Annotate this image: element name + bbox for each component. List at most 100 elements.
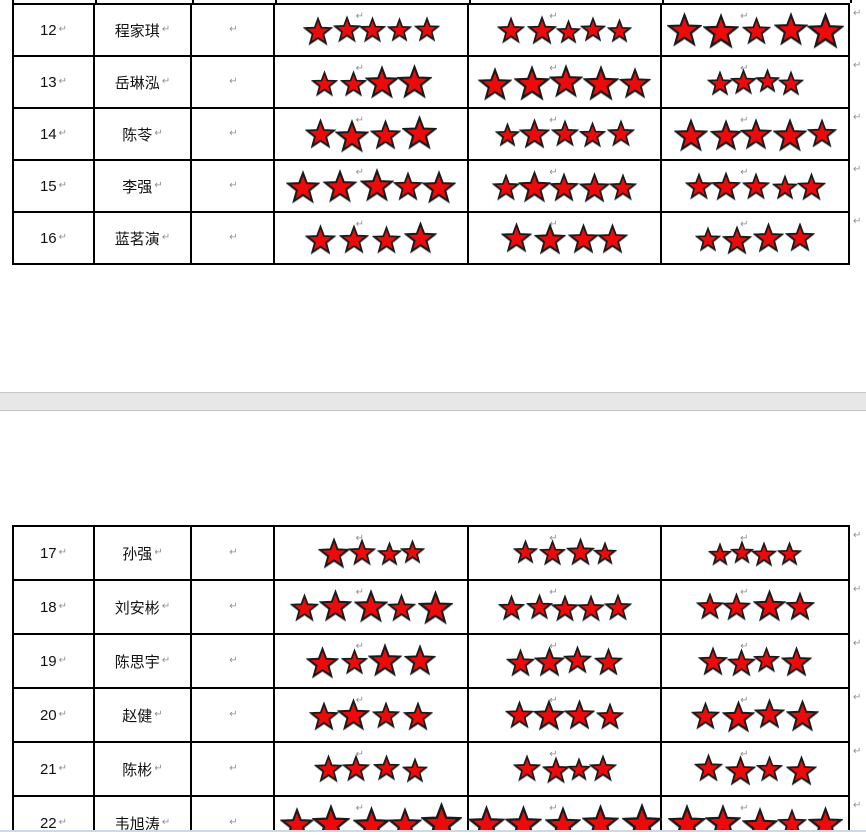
star-icon — [709, 118, 742, 151]
row-number: 17 — [39, 544, 57, 562]
cell-blank[interactable]: ↵ — [192, 161, 275, 213]
cell-name[interactable]: 蓝茗演 ↵ — [95, 213, 192, 265]
cell-number[interactable]: 16 ↵ — [14, 213, 95, 265]
cell-rating-3[interactable]: ↵ — [662, 527, 850, 581]
cell-number[interactable]: 14 ↵ — [14, 109, 95, 161]
paragraph-mark-icon: ↵ — [355, 695, 365, 706]
cell-rating-1[interactable]: ↵ — [275, 689, 469, 743]
cell-rating-2[interactable]: ↵ — [469, 109, 662, 161]
star-icon — [724, 754, 756, 786]
cell-blank[interactable]: ↵ — [192, 5, 275, 57]
star-icon — [563, 645, 592, 674]
table-row: 16 ↵ 蓝茗演 ↵ ↵ ↵ ↵ ↵ — [14, 213, 850, 265]
paragraph-mark-icon: ↵ — [740, 641, 749, 652]
cell-blank[interactable]: ↵ — [192, 109, 275, 161]
star-icon — [565, 537, 595, 566]
cell-blank[interactable]: ↵ — [192, 213, 275, 265]
star-icon — [753, 646, 780, 673]
cell-blank[interactable]: ↵ — [192, 743, 275, 797]
cell-number[interactable]: 20 ↵ — [14, 689, 95, 743]
star-rating — [662, 797, 848, 830]
cell-blank[interactable]: ↵ — [192, 581, 275, 635]
star-icon — [512, 539, 538, 564]
cell-number[interactable]: 12 ↵ — [14, 5, 95, 57]
cell-rating-2[interactable]: ↵ — [469, 5, 662, 57]
cell-name[interactable]: 刘安彬 ↵ — [95, 581, 192, 635]
cell-rating-2[interactable]: ↵ — [469, 161, 662, 213]
cell-number[interactable]: 13 ↵ — [14, 57, 95, 109]
cell-rating-2[interactable]: ↵ — [469, 213, 662, 265]
cell-rating-1[interactable]: ↵ — [275, 743, 469, 797]
star-rating — [275, 527, 467, 579]
cell-rating-2[interactable]: ↵ — [469, 635, 662, 689]
cell-name[interactable]: 陈思宇 ↵ — [95, 635, 192, 689]
cell-name[interactable]: 赵健 ↵ — [95, 689, 192, 743]
cell-number[interactable]: 21 ↵ — [14, 743, 95, 797]
cell-name[interactable]: 陈彬 ↵ — [95, 743, 192, 797]
star-icon — [372, 224, 401, 254]
paragraph-mark-icon: ↵ — [549, 115, 558, 126]
star-icon — [579, 172, 610, 203]
cell-blank[interactable]: ↵ — [192, 635, 275, 689]
cell-blank[interactable]: ↵ — [192, 689, 275, 743]
table-gridline — [662, 0, 664, 3]
cell-rating-2[interactable]: ↵ — [467, 797, 662, 830]
cell-name[interactable]: 陈苓 ↵ — [95, 109, 192, 161]
cell-rating-2[interactable]: ↵ — [469, 581, 662, 635]
cell-number[interactable]: 19 ↵ — [14, 635, 95, 689]
table-gridline — [850, 0, 852, 3]
cell-rating-3[interactable]: ↵ — [662, 797, 850, 830]
cell-blank[interactable]: ↵ — [192, 797, 275, 830]
cell-rating-1[interactable]: ↵ — [275, 57, 469, 109]
cell-name[interactable]: 李强 ↵ — [95, 161, 192, 213]
cell-number[interactable]: 22 ↵ — [14, 797, 95, 830]
cell-name[interactable]: 孙强 ↵ — [95, 527, 192, 581]
cell-rating-3[interactable]: ↵ — [662, 57, 850, 109]
table-row: 21 ↵ 陈彬 ↵ ↵ ↵ ↵ ↵ — [14, 743, 850, 797]
cell-name[interactable]: 程家琪 ↵ — [95, 5, 192, 57]
cell-rating-2[interactable]: ↵ — [469, 57, 662, 109]
cell-rating-3[interactable]: ↵ — [662, 581, 850, 635]
paragraph-mark-icon: ↵ — [740, 749, 749, 760]
cell-name[interactable]: 岳琳泓 ↵ — [95, 57, 192, 109]
paragraph-mark-icon: ↵ — [154, 128, 163, 139]
star-rating — [275, 689, 467, 741]
cell-rating-2[interactable]: ↵ — [469, 527, 662, 581]
cell-rating-1[interactable]: ↵ — [275, 109, 469, 161]
cell-blank[interactable]: ↵ — [192, 57, 275, 109]
cell-rating-3[interactable]: ↵ — [662, 743, 850, 797]
cell-name[interactable]: 韦旭涛 ↵ — [95, 797, 192, 830]
cell-rating-3[interactable]: ↵ — [662, 161, 850, 213]
cell-rating-1[interactable]: ↵ — [275, 527, 469, 581]
cell-rating-1[interactable]: ↵ — [275, 5, 469, 57]
paragraph-mark-icon: ↵ — [229, 128, 238, 139]
star-icon — [753, 221, 784, 253]
cell-blank[interactable]: ↵ — [192, 527, 275, 581]
table-gridline — [95, 0, 97, 3]
star-icon — [594, 647, 623, 676]
star-icon — [402, 757, 428, 783]
cell-rating-1[interactable]: ↵ — [275, 635, 469, 689]
student-name: 赵健 — [122, 707, 153, 725]
paragraph-mark-icon: ↵ — [355, 533, 365, 544]
star-icon — [386, 593, 416, 622]
cell-rating-1[interactable]: ↵ — [275, 581, 469, 635]
cell-rating-1[interactable]: ↵ — [275, 797, 469, 830]
cell-rating-3[interactable]: ↵ — [662, 5, 850, 57]
cell-rating-3[interactable]: ↵ — [662, 689, 850, 743]
star-icon — [695, 226, 721, 252]
cell-number[interactable]: 18 ↵ — [14, 581, 95, 635]
cell-number[interactable]: 17 ↵ — [14, 527, 95, 581]
cell-rating-2[interactable]: ↵ — [469, 743, 662, 797]
cell-number[interactable]: 15 ↵ — [14, 161, 95, 213]
cell-rating-2[interactable]: ↵ — [469, 689, 662, 743]
star-rating — [662, 109, 848, 159]
cell-rating-1[interactable]: ↵ — [275, 161, 469, 213]
table-gridline — [275, 0, 277, 3]
cell-rating-1[interactable]: ↵ — [275, 213, 469, 265]
cell-rating-3[interactable]: ↵ — [662, 109, 850, 161]
row-end-paragraph-mark-icon: ↵ — [853, 112, 862, 123]
cell-rating-3[interactable]: ↵ — [662, 635, 850, 689]
cell-rating-3[interactable]: ↵ — [662, 213, 850, 265]
